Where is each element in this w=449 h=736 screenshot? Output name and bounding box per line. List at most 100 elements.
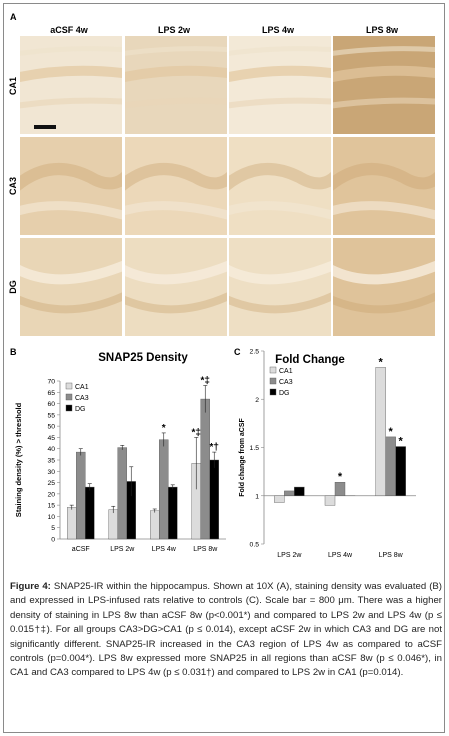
micrograph-ca1-lps-8w: [333, 36, 435, 134]
legend-label: DG: [279, 390, 290, 397]
tissue-layer: [333, 201, 435, 220]
panel-a-letter: A: [10, 12, 17, 22]
tissue-texture: [229, 36, 331, 134]
y-axis-label: Staining density (%) > threshold: [14, 402, 23, 517]
x-tick-label: LPS 8w: [379, 552, 404, 559]
legend-swatch: [65, 393, 73, 401]
tissue-layer: [333, 46, 435, 56]
column-header-lps-2w: LPS 2w: [157, 25, 190, 35]
tissue-background: [20, 238, 122, 336]
y-tick-label: 40: [47, 446, 55, 453]
tissue-layer: [229, 97, 331, 109]
micrograph-dg-acsf-4w: [20, 238, 122, 336]
y-tick-label: 30: [47, 469, 55, 476]
tissue-layer: [125, 163, 227, 191]
y-tick-label: 0: [51, 537, 55, 544]
y-tick-label: 60: [47, 401, 55, 408]
tissue-texture: [333, 137, 435, 235]
bar-ca3: [284, 490, 295, 496]
caption-text: SNAP25-IR within the hippocampus. Shown …: [10, 581, 442, 679]
legend-swatch: [65, 382, 73, 390]
tissue-background: [333, 137, 435, 235]
significance-marker: *‡: [192, 427, 201, 438]
tissue-layer: [20, 97, 122, 109]
y-tick-label: 10: [47, 514, 55, 521]
tissue-layer: [20, 163, 122, 191]
tissue-texture: [20, 36, 122, 134]
significance-marker: *: [399, 436, 404, 448]
bar-ca3: [334, 482, 346, 496]
tissue-layer: [125, 201, 227, 220]
tissue-background: [125, 238, 227, 336]
panel-c-letter: C: [234, 347, 241, 357]
legend-label: DG: [75, 406, 86, 413]
legend-swatch: [269, 388, 277, 396]
x-tick-label: LPS 2w: [110, 546, 135, 553]
caption-label: Figure 4:: [10, 581, 51, 592]
significance-marker: *: [338, 471, 343, 483]
tissue-texture: [125, 36, 227, 134]
bar-ca1: [375, 367, 386, 496]
x-tick-label: LPS 2w: [277, 552, 302, 559]
bar-dg: [168, 486, 178, 540]
y-tick-label: 65: [47, 390, 55, 397]
tissue-layer: [125, 65, 227, 83]
tissue-layer: [333, 292, 435, 314]
x-tick-label: LPS 4w: [328, 552, 353, 559]
bar-dg: [294, 486, 305, 496]
significance-marker: *‡: [201, 376, 210, 387]
micrograph-ca3-lps-2w: [125, 137, 227, 235]
tissue-layer: [125, 97, 227, 109]
tissue-layer: [20, 260, 122, 285]
y-tick-label: 5: [51, 525, 55, 532]
micrograph-ca1-lps-2w: [125, 36, 227, 134]
bar-ca3: [76, 451, 86, 540]
y-tick-label: 0.5: [250, 542, 260, 549]
legend-swatch: [65, 404, 73, 412]
y-tick-label: 1: [255, 493, 259, 500]
tissue-texture: [125, 137, 227, 235]
micrograph-dg-lps-2w: [125, 238, 227, 336]
scale-bar: [34, 125, 56, 129]
micrograph-ca3-lps-8w: [333, 137, 435, 235]
tissue-layer: [20, 65, 122, 83]
x-tick-label: LPS 8w: [193, 546, 218, 553]
tissue-layer: [229, 163, 331, 191]
bar-dg: [209, 459, 219, 540]
y-tick-label: 2: [255, 397, 259, 404]
y-tick-label: 15: [47, 503, 55, 510]
bar-ca3: [385, 436, 396, 496]
y-tick-label: 45: [47, 435, 55, 442]
bar-dg: [85, 486, 95, 540]
chart-snap25-density: B SNAP25 Density Staining density (%) > th…: [10, 347, 226, 553]
tissue-layer: [20, 46, 122, 56]
y-tick-label: 1.5: [250, 445, 260, 452]
tissue-texture: [333, 36, 435, 134]
tissue-layer: [229, 201, 331, 220]
bar-ca1: [67, 507, 77, 540]
column-header-lps-8w: LPS 8w: [365, 25, 398, 35]
chart-title: SNAP25 Density: [98, 352, 188, 364]
row-header-ca1: CA1: [8, 76, 18, 95]
bar-ca3: [159, 439, 169, 540]
column-header-lps-4w: LPS 4w: [261, 25, 294, 35]
tissue-background: [125, 137, 227, 235]
tissue-background: [333, 238, 435, 336]
tissue-background: [229, 137, 331, 235]
significance-marker: *: [389, 426, 394, 438]
tissue-background: [229, 238, 331, 336]
y-tick-label: 50: [47, 424, 55, 431]
legend-label: CA1: [75, 384, 89, 391]
figure-caption: Figure 4: SNAP25-IR within the hippocamp…: [10, 580, 442, 681]
bar-ca3: [200, 398, 210, 540]
chart-title: Fold Change: [275, 354, 345, 366]
y-tick-label: 25: [47, 480, 55, 487]
tissue-background: [20, 137, 122, 235]
tissue-layer: [333, 65, 435, 83]
tissue-texture: [20, 137, 122, 235]
bar-dg: [395, 446, 406, 496]
significance-marker: *: [162, 423, 166, 434]
tissue-layer: [125, 260, 227, 285]
column-header-acsf-4w: aCSF 4w: [50, 25, 88, 35]
tissue-layer: [333, 97, 435, 109]
